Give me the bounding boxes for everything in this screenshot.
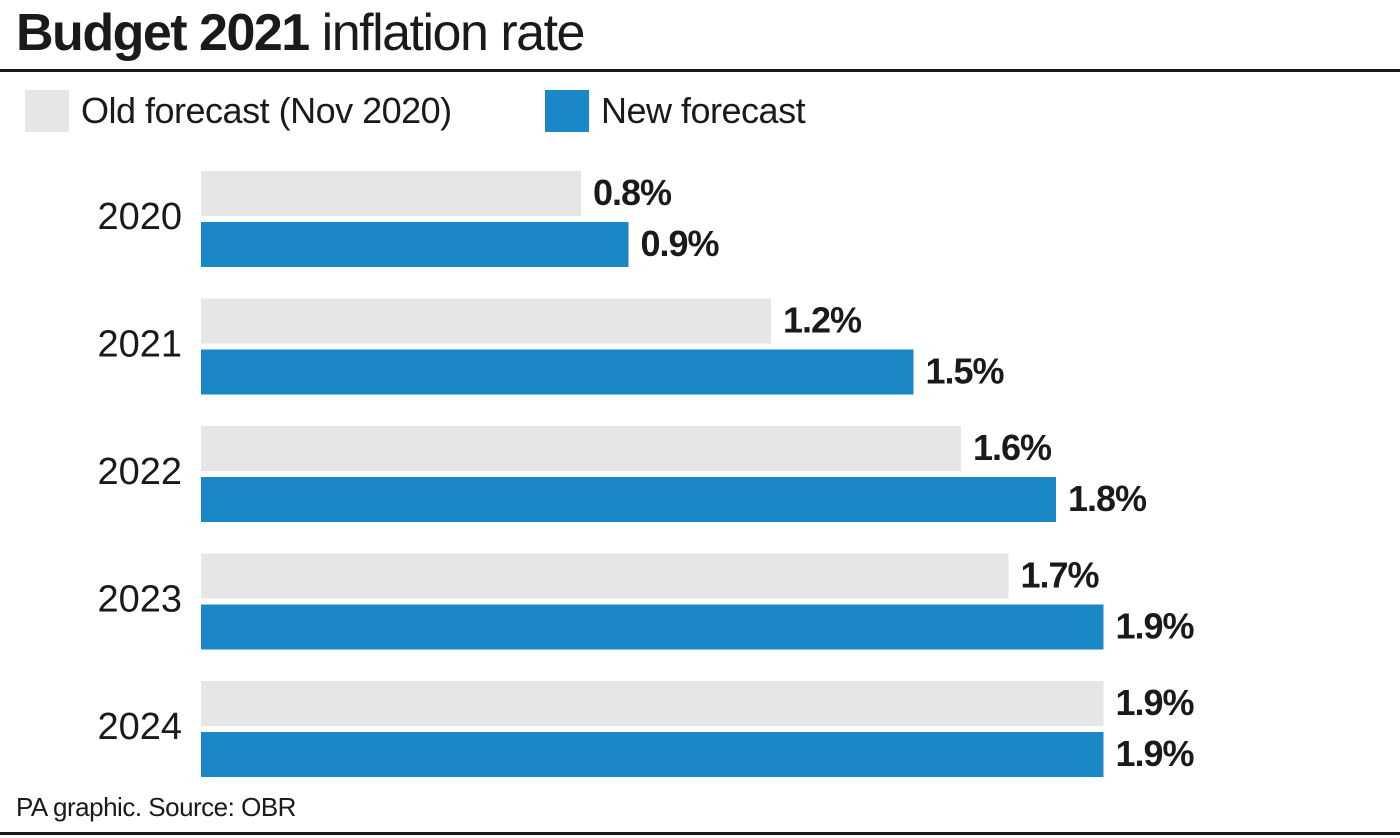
bar-new-2021 — [201, 349, 914, 395]
bottom-divider — [0, 832, 1400, 835]
value-label-old-2024: 1.9% — [1116, 682, 1195, 723]
value-label-old-2023: 1.7% — [1021, 555, 1100, 596]
value-label-old-2021: 1.2% — [783, 300, 862, 341]
bar-new-2020 — [201, 222, 629, 267]
value-label-old-2022: 1.6% — [973, 427, 1052, 468]
chart-title: Budget 2021 inflation rate — [16, 0, 586, 66]
bar-old-2020 — [201, 171, 581, 216]
value-label-old-2020: 0.8% — [593, 172, 672, 213]
source-note: PA graphic. Source: OBR — [16, 792, 296, 822]
legend-label-new-forecast: New forecast — [601, 90, 806, 131]
bar-old-2022 — [201, 426, 961, 471]
bar-old-2023 — [201, 553, 1009, 599]
bar-old-2024 — [201, 681, 1104, 726]
category-label-2024: 2024 — [97, 706, 182, 748]
bar-new-2024 — [201, 732, 1104, 777]
legend-swatch-old-forecast — [25, 90, 69, 132]
chart-title-bold: Budget 2021 — [16, 4, 310, 62]
bar-new-2023 — [201, 604, 1104, 650]
bar-chart: 2020 0.8% 0.9% 2021 1.2% 1.5% 2022 1.6% 1.8% 2023… — [97, 171, 1196, 777]
bar-new-2022 — [201, 477, 1056, 522]
value-label-new-2023: 1.9% — [1116, 606, 1195, 647]
legend-swatch-new-forecast — [545, 90, 589, 132]
bar-old-2021 — [201, 298, 771, 344]
value-label-new-2022: 1.8% — [1068, 478, 1147, 519]
value-label-new-2020: 0.9% — [641, 223, 720, 264]
category-label-2020: 2020 — [97, 196, 182, 238]
value-label-new-2021: 1.5% — [926, 351, 1005, 392]
category-label-2023: 2023 — [97, 579, 182, 621]
chart-title-light: inflation rate — [308, 4, 586, 62]
category-label-2021: 2021 — [97, 324, 182, 366]
category-label-2022: 2022 — [97, 451, 182, 493]
value-label-new-2024: 1.9% — [1116, 733, 1195, 774]
legend-item-new-forecast: New forecast — [545, 90, 806, 132]
top-divider — [0, 69, 1400, 72]
legend-label-old-forecast: Old forecast (Nov 2020) — [81, 90, 452, 131]
legend-item-old-forecast: Old forecast (Nov 2020) — [25, 90, 452, 132]
